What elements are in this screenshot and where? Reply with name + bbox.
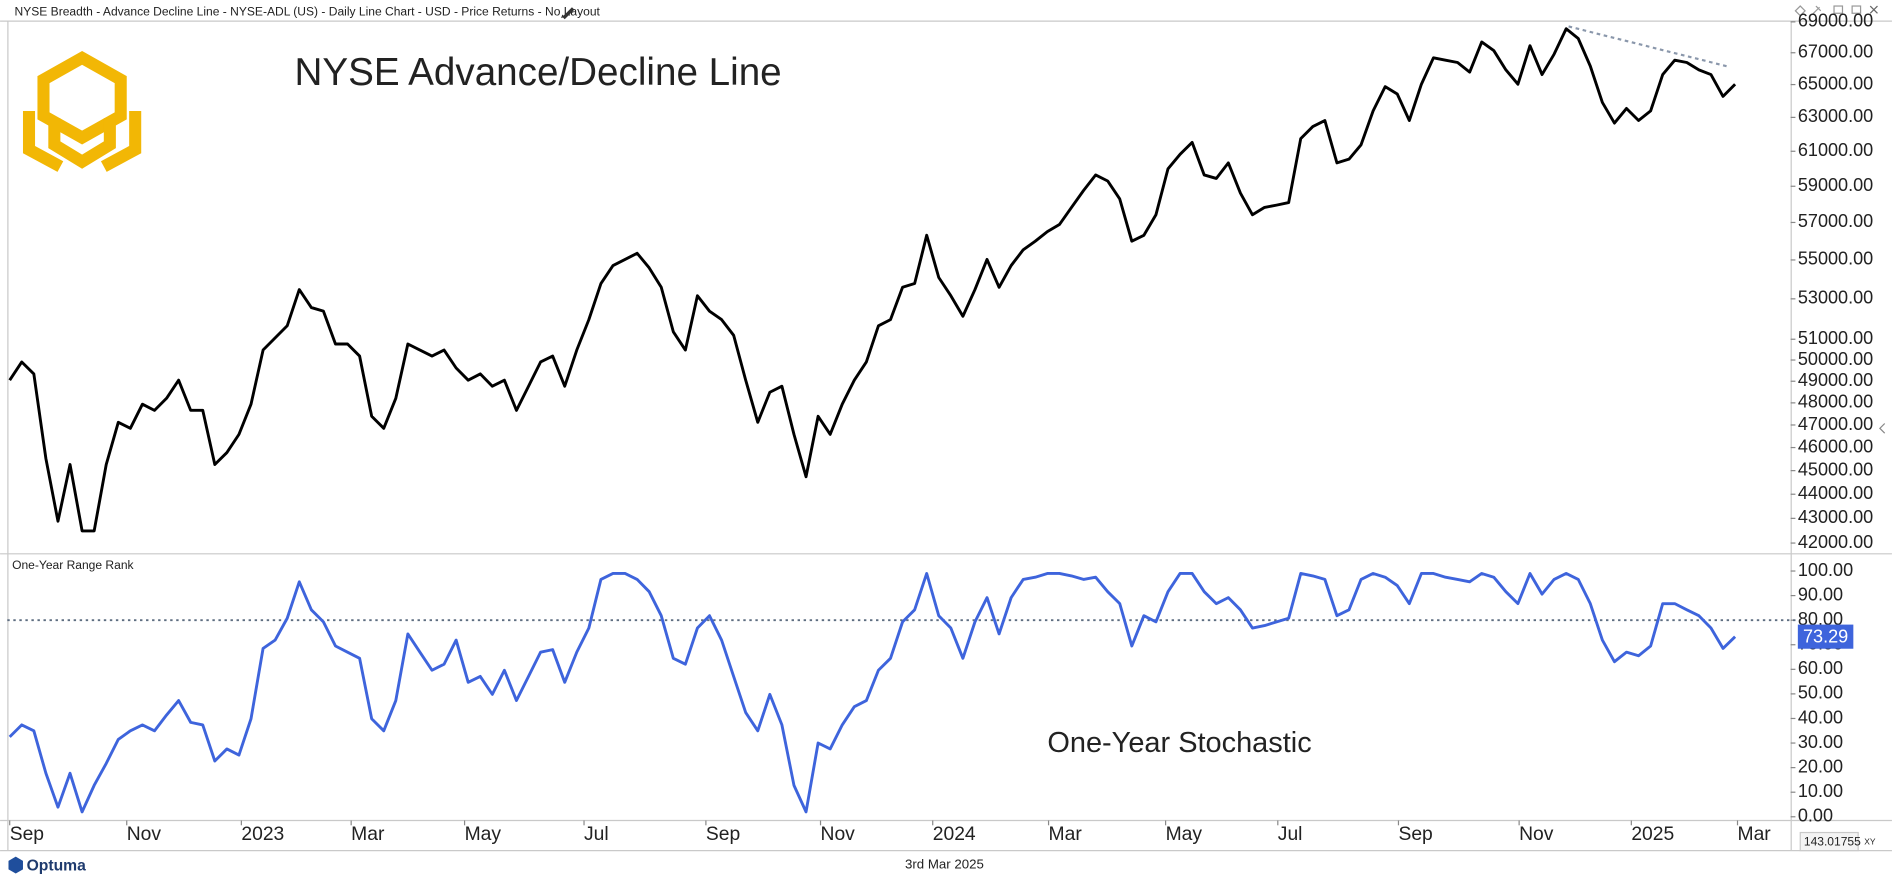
annotation: One-Year Stochastic xyxy=(1047,727,1311,759)
y-tick-label: 51000.00 xyxy=(1798,328,1873,348)
maximize-icon[interactable] xyxy=(1851,5,1862,14)
y-tick-label: 50.00 xyxy=(1798,683,1843,703)
data-line xyxy=(8,27,1737,533)
x-tick-label: Nov xyxy=(127,824,162,845)
y-tick-label: 46000.00 xyxy=(1798,436,1873,456)
y-tick-label: 100.00 xyxy=(1798,560,1853,580)
y-tick-label: 65000.00 xyxy=(1798,73,1873,93)
y-tick-label: 67000.00 xyxy=(1798,42,1873,62)
y-tick-label: 42000.00 xyxy=(1798,532,1873,552)
x-tick-label: Mar xyxy=(1738,824,1772,845)
y-tick-label: 30.00 xyxy=(1798,732,1843,752)
y-tick-label: 43000.00 xyxy=(1798,507,1873,527)
x-tick-label: 2024 xyxy=(933,824,976,845)
logo-hexagon xyxy=(37,50,127,145)
y-tick-label: 69000.00 xyxy=(1798,11,1873,31)
x-tick-label: Sep xyxy=(10,824,44,845)
readout-box xyxy=(1799,831,1859,852)
logo-hexagon xyxy=(48,118,116,169)
x-tick-label: Nov xyxy=(1519,824,1554,845)
x-tick-label: Jul xyxy=(1278,824,1303,845)
readout-mode[interactable]: XY xyxy=(1864,836,1876,846)
trend-line xyxy=(1568,25,1729,68)
x-tick-label: Sep xyxy=(706,824,740,845)
close-icon[interactable] xyxy=(1869,5,1878,14)
value-badge-label: 73.29 xyxy=(1803,627,1848,647)
y-tick-label: 59000.00 xyxy=(1798,175,1873,195)
restore-icon[interactable] xyxy=(1833,5,1844,14)
x-tick-label: Nov xyxy=(821,824,856,845)
x-tick-label: May xyxy=(1166,824,1203,845)
y-tick-label: 57000.00 xyxy=(1798,211,1873,231)
readout: 143.01755 xyxy=(1804,834,1861,848)
optuma-logo xyxy=(22,50,142,172)
footer-date: 3rd Mar 2025 xyxy=(905,857,984,872)
y-tick-label: 45000.00 xyxy=(1798,459,1873,479)
pane-title: One-Year Range Rank xyxy=(12,558,134,572)
pin-icon[interactable] xyxy=(1811,5,1822,15)
edit-icon[interactable] xyxy=(561,7,575,20)
y-tick-label: 53000.00 xyxy=(1798,288,1873,308)
y-tick-label: 40.00 xyxy=(1798,707,1843,727)
y-tick-label: 90.00 xyxy=(1798,584,1843,604)
x-tick-label: 2025 xyxy=(1631,824,1674,845)
value-badge xyxy=(1797,624,1854,649)
x-tick-label: Jul xyxy=(584,824,609,845)
x-tick-label: May xyxy=(465,824,502,845)
window-controls[interactable] xyxy=(1794,5,1878,17)
y-tick-label: 10.00 xyxy=(1798,781,1843,801)
logo-hexagon xyxy=(22,111,142,172)
x-tick-label: 2023 xyxy=(241,824,284,845)
y-tick-label: 48000.00 xyxy=(1798,392,1873,412)
y-tick-label: 0.00 xyxy=(1798,806,1833,826)
data-line xyxy=(8,572,1737,814)
y-tick-label: 60.00 xyxy=(1798,658,1843,678)
y-tick-label: 49000.00 xyxy=(1798,370,1873,390)
collapse-arrow[interactable] xyxy=(1879,423,1886,434)
y-tick-label: 55000.00 xyxy=(1798,249,1873,269)
y-tick-label: 47000.00 xyxy=(1798,414,1873,434)
footer-logo xyxy=(8,856,23,874)
y-tick-label: 61000.00 xyxy=(1798,140,1873,160)
x-tick-label: Mar xyxy=(351,824,385,845)
x-tick-label: Sep xyxy=(1398,824,1432,845)
chart-title: NYSE Advance/Decline Line xyxy=(294,51,781,94)
y-tick-label: 20.00 xyxy=(1798,756,1843,776)
y-tick-label: 44000.00 xyxy=(1798,483,1873,503)
footer-brand: Optuma xyxy=(27,857,86,874)
x-tick-label: Mar xyxy=(1049,824,1083,845)
y-tick-label: 80.00 xyxy=(1798,609,1843,629)
diamond-icon[interactable] xyxy=(1794,5,1806,17)
y-tick-label: 50000.00 xyxy=(1798,349,1873,369)
window-title: NYSE Breadth - Advance Decline Line - NY… xyxy=(15,4,601,18)
y-tick-label: 63000.00 xyxy=(1798,106,1873,126)
